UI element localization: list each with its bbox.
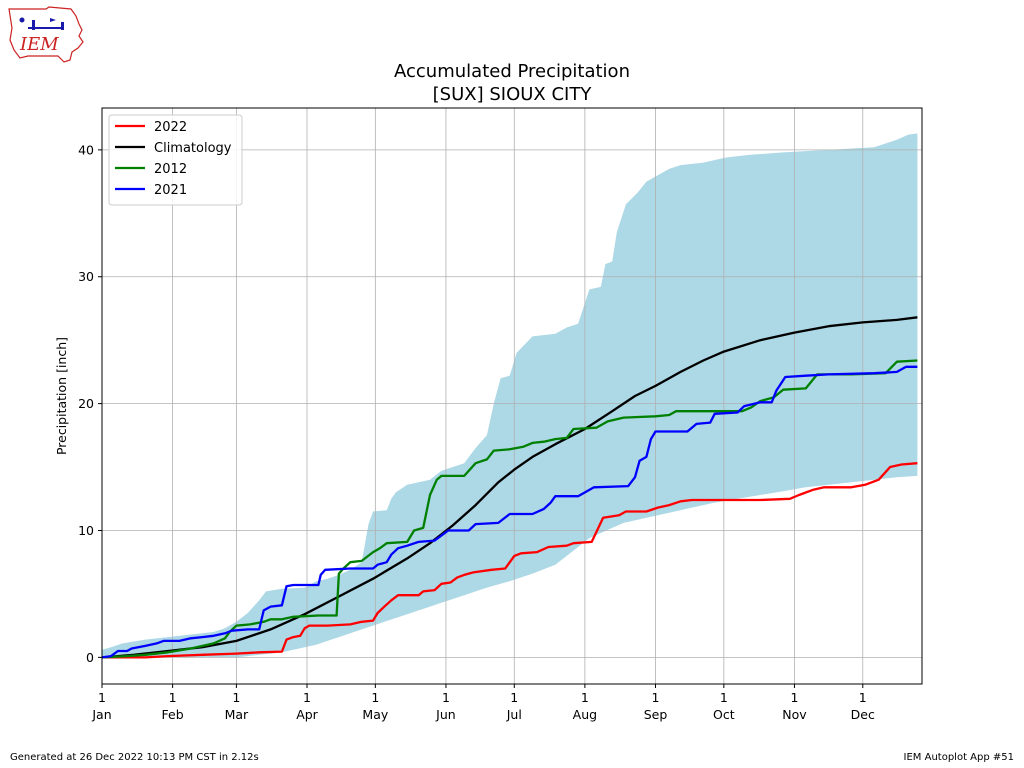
x-tick-label-day: 1 [581, 690, 589, 705]
x-tick-label-day: 1 [720, 690, 728, 705]
x-tick-label-day: 1 [169, 690, 177, 705]
iem-logo: IEM [6, 6, 86, 66]
iem-logo-graphic: IEM [8, 6, 84, 63]
footer-app: IEM Autoplot App #51 [903, 752, 1014, 763]
series-line-climatology [101, 316, 918, 659]
footer-generated: Generated at 26 Dec 2022 10:13 PM CST in… [10, 752, 259, 763]
series-line-2022 [102, 462, 918, 659]
x-tick-label-day: 1 [98, 690, 106, 705]
y-tick-label: 0 [86, 650, 94, 665]
x-tick-label-month: Dec [851, 707, 875, 722]
series-line-2012 [101, 359, 918, 659]
series-lines [101, 316, 918, 659]
range-band [102, 133, 918, 658]
x-tick-label-day: 1 [859, 690, 867, 705]
plot-frame [101, 107, 923, 685]
logo-flag-icon [50, 18, 56, 22]
x-tick-label-day: 1 [510, 690, 518, 705]
axes: 0 10 20 30 40 1 Jan 1 Feb 1 Mar 1 Apr 1 May 1 Jun 1 Jul 1 Au… [78, 107, 923, 722]
y-tick-label: 30 [78, 269, 94, 284]
x-tick-label-month: Apr [296, 707, 318, 722]
legend: 2022 Climatology 2012 2021 [108, 114, 243, 206]
legend-label-2021: 2021 [154, 183, 187, 198]
legend-box [108, 114, 243, 206]
grid-lines [101, 108, 922, 684]
legend-label-2012: 2012 [154, 162, 187, 177]
y-axis-label: Precipitation [inch] [54, 337, 69, 455]
legend-label-2022: 2022 [154, 120, 187, 135]
x-tick-label-month: Nov [782, 707, 807, 722]
x-tick-label-month: Jan [91, 707, 111, 722]
x-tick-label-day: 1 [232, 690, 240, 705]
x-tick-label-month: Feb [162, 707, 184, 722]
x-tick-label-day: 1 [442, 690, 450, 705]
logo-dot [19, 17, 25, 23]
chart-title: Accumulated Precipitation [394, 61, 630, 82]
x-tick-label-day: 1 [303, 690, 311, 705]
x-tick-label-month: May [362, 707, 388, 722]
chart-subtitle: [SUX] SIOUX CITY [433, 84, 593, 105]
iowa-outline [8, 6, 84, 63]
range-band-area [102, 133, 918, 658]
x-tick-label-month: Jul [506, 707, 522, 722]
x-tick-label-month: Jun [435, 707, 456, 722]
y-tick-label: 40 [78, 142, 94, 157]
legend-label-climatology: Climatology [154, 141, 232, 156]
logo-bar [32, 20, 35, 30]
x-tick-label-month: Oct [713, 707, 735, 722]
logo-bar2 [61, 22, 64, 30]
x-tick-label-month: Aug [573, 707, 597, 722]
x-tick-label-day: 1 [652, 690, 660, 705]
x-tick-label-day: 1 [371, 690, 379, 705]
series-line-2021 [101, 365, 918, 659]
y-tick-label: 10 [78, 523, 94, 538]
logo-text: IEM [19, 34, 59, 55]
y-tick-label: 20 [78, 396, 94, 411]
x-tick-label-day: 1 [790, 690, 798, 705]
x-tick-label-month: Mar [225, 707, 249, 722]
x-tick-label-month: Sep [644, 707, 668, 722]
